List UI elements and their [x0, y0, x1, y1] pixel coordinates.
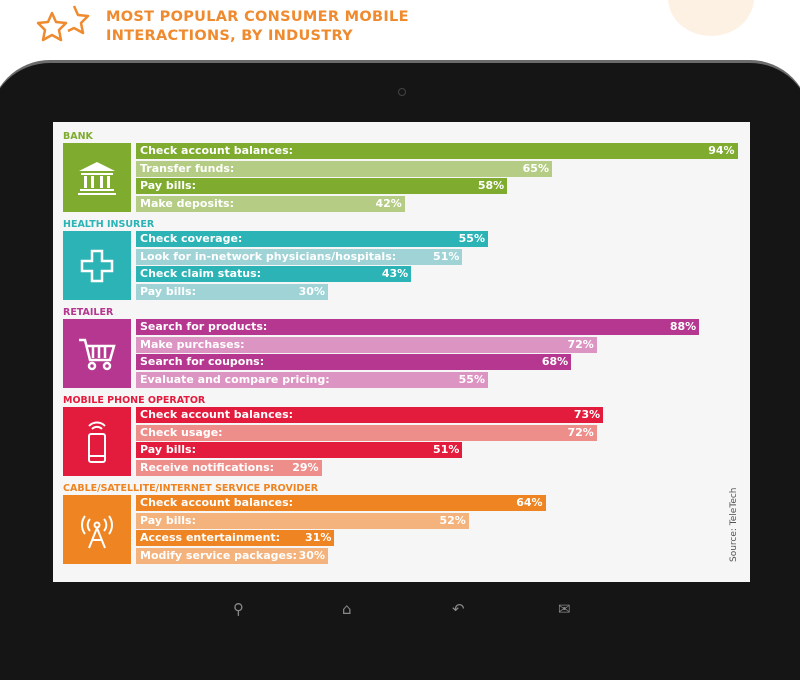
bar: Pay bills: 51% — [136, 442, 463, 459]
bar: Check account balances: 94% — [136, 143, 738, 159]
bar-value: 30% — [298, 284, 325, 298]
bar-label: Check account balances: — [140, 408, 294, 421]
bank-icon — [63, 143, 131, 212]
bar: Evaluate and compare pricing: 55% — [136, 371, 488, 388]
group-label: BANK — [63, 131, 93, 142]
chart-area: Source: TeleTech BANK Check account balan… — [53, 122, 750, 582]
bar-value: 58% — [477, 179, 505, 193]
source-label: Source: TeleTech — [729, 487, 739, 562]
bar-label: Access entertainment: — [140, 531, 281, 545]
bar-value: 65% — [522, 161, 549, 175]
antenna-tower-icon — [63, 495, 131, 564]
bar-label: Pay bills: — [140, 443, 196, 457]
bar: Check account balances: 64% — [136, 495, 546, 511]
bar-value: 73% — [573, 408, 601, 421]
bar-label: Check account balances: — [140, 496, 294, 509]
bar: Check usage: 72% — [136, 424, 597, 441]
bar-label: Pay bills: — [140, 284, 196, 298]
bar: Receive notifications: 29% — [136, 459, 322, 476]
group-label: CABLE/SATELLITE/INTERNET SERVICE PROVIDE… — [63, 483, 319, 494]
bar: Search for products: 88% — [136, 319, 700, 335]
bar: Pay bills: 52% — [136, 512, 469, 529]
group-label: HEALTH INSURER — [63, 219, 155, 230]
bar-label: Make deposits: — [140, 196, 234, 210]
chart-title: MOST POPULAR CONSUMER MOBILE INTERACTIONS… — [106, 8, 409, 46]
bar: Check coverage: 55% — [136, 231, 488, 247]
bar-value: 31% — [305, 531, 332, 545]
medical-cross-icon — [63, 231, 131, 300]
bar-value: 30% — [298, 548, 325, 562]
bar: Pay bills: 58% — [136, 178, 508, 195]
bar-value: 43% — [381, 267, 409, 281]
bar: Search for coupons: 68% — [136, 354, 572, 371]
camera — [398, 88, 406, 96]
bar-value: 68% — [541, 355, 569, 369]
bar: Check account balances: 73% — [136, 407, 604, 423]
bar-value: 72% — [567, 337, 594, 351]
bar-value: 51% — [433, 249, 460, 263]
bar-value: 72% — [567, 425, 594, 439]
decorative-circle — [668, 0, 754, 36]
mail-icon[interactable]: ✉ — [558, 600, 571, 618]
bar-value: 94% — [708, 144, 735, 157]
bar-value: 51% — [433, 443, 460, 457]
stars-icon — [36, 5, 90, 42]
bar: Make deposits: 42% — [136, 195, 405, 212]
group-label: MOBILE PHONE OPERATOR — [63, 395, 206, 406]
back-icon[interactable]: ↶ — [452, 600, 465, 618]
bar-label: Pay bills: — [140, 179, 196, 193]
bar: Check claim status: 43% — [136, 266, 412, 283]
group-label: RETAILER — [63, 307, 114, 318]
bar: Access entertainment: 31% — [136, 530, 335, 547]
bar-value: 55% — [458, 372, 485, 386]
bar-label: Check usage: — [140, 425, 223, 439]
bar-label: Modify service packages: — [140, 548, 297, 562]
bar-label: Check account balances: — [140, 144, 294, 157]
bar-value: 42% — [375, 196, 402, 210]
bar: Modify service packages: 30% — [136, 547, 328, 564]
shopping-cart-icon — [63, 319, 131, 388]
bar-label: Check coverage: — [140, 232, 243, 245]
bar-label: Receive notifications: — [140, 460, 275, 474]
bar-label: Make purchases: — [140, 337, 245, 351]
home-icon[interactable]: ⌂ — [342, 600, 352, 618]
bar: Transfer funds: 65% — [136, 160, 552, 177]
bar-label: Evaluate and compare pricing: — [140, 372, 330, 386]
bar-label: Search for products: — [140, 320, 268, 333]
bar-value: 88% — [669, 320, 697, 333]
bar-label: Pay bills: — [140, 513, 196, 527]
mobile-phone-icon — [63, 407, 131, 476]
bar-value: 52% — [439, 513, 466, 527]
bar-value: 64% — [516, 496, 543, 509]
bar-label: Look for in-network physicians/hospitals… — [140, 249, 397, 263]
bar-value: 29% — [292, 460, 319, 474]
search-icon[interactable]: ⚲ — [233, 600, 244, 618]
title-line-1: MOST POPULAR CONSUMER MOBILE — [106, 9, 409, 25]
bar-value: 55% — [458, 232, 485, 245]
bar-label: Transfer funds: — [140, 161, 235, 175]
bar: Pay bills: 30% — [136, 283, 328, 300]
bar-label: Search for coupons: — [140, 355, 265, 369]
bar-label: Check claim status: — [140, 267, 262, 281]
bar: Look for in-network physicians/hospitals… — [136, 248, 463, 265]
bar: Make purchases: 72% — [136, 336, 597, 353]
title-line-2: INTERACTIONS, BY INDUSTRY — [106, 28, 353, 44]
